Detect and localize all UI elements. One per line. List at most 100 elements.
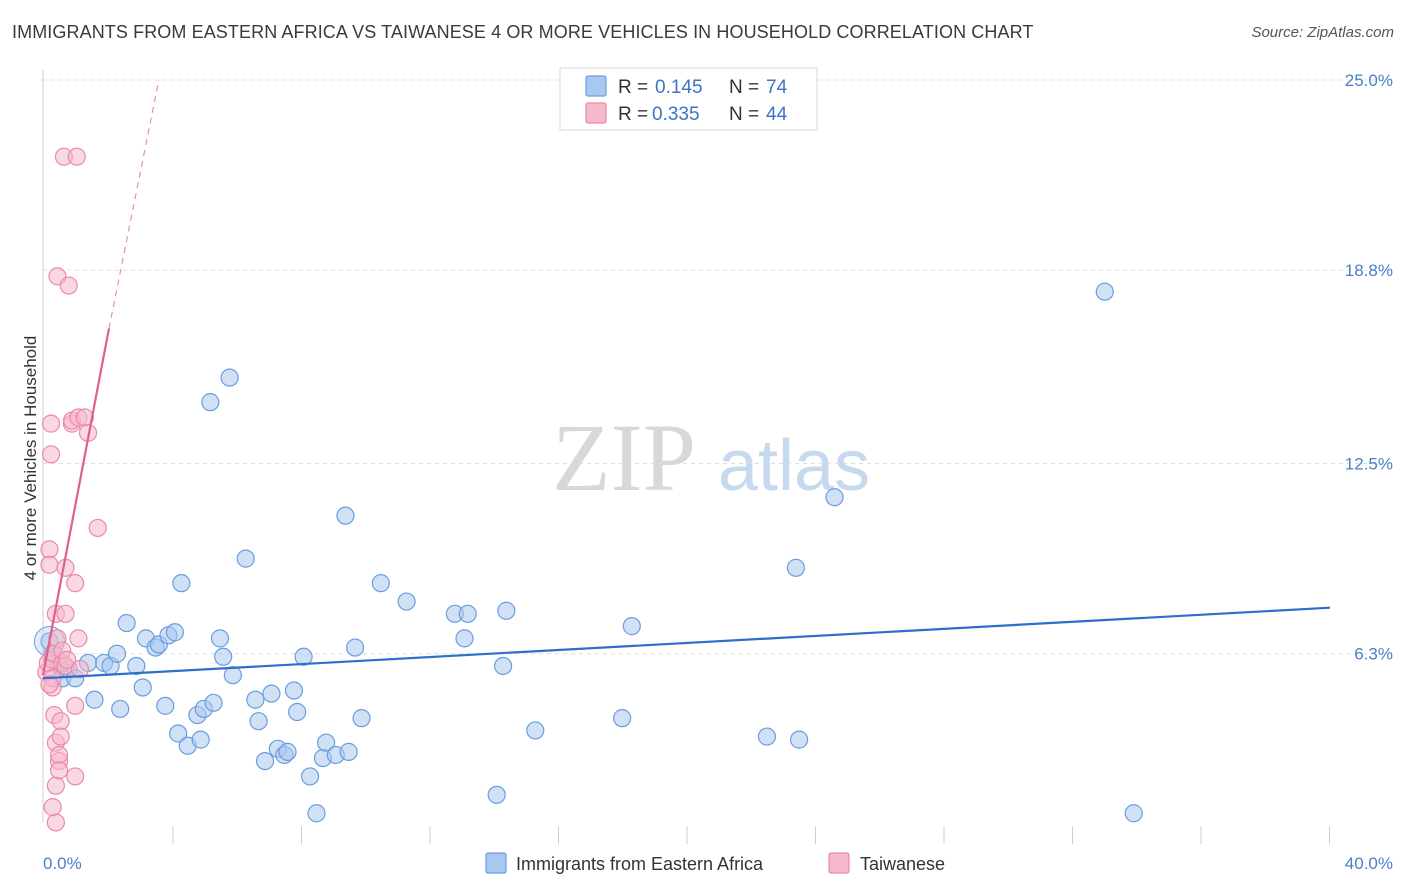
eastern-africa-point-7 (85, 690, 104, 709)
eastern-africa-point-32 (223, 666, 242, 685)
trend-line-taiwanese-extension (108, 79, 160, 329)
series-taiwanese-points (37, 147, 107, 832)
taiwanese-point-41 (88, 518, 107, 538)
eastern-africa-point-22 (172, 574, 191, 593)
taiwanese-point-28 (58, 650, 77, 669)
trend-lines (41, 79, 1331, 680)
taiwanese-point-33 (66, 767, 85, 786)
bottom-legend-swatch-eastern-africa (485, 852, 507, 874)
taiwanese-point-4 (41, 445, 61, 464)
eastern-africa-point-60 (497, 601, 516, 620)
eastern-africa-point-53 (371, 574, 390, 593)
trend-line-eastern-africa (42, 606, 1331, 680)
x-tick-min: 0.0% (43, 854, 82, 873)
series-eastern-africa-points (33, 282, 1143, 823)
eastern-africa-point-66 (790, 730, 809, 749)
eastern-africa-point-36 (255, 751, 275, 771)
eastern-africa-point-69 (1124, 804, 1143, 823)
trend-line-taiwanese (41, 328, 111, 676)
eastern-africa-point-29 (210, 629, 230, 648)
eastern-africa-point-41 (284, 681, 304, 700)
eastern-africa-point-50 (339, 742, 358, 761)
legend-r-label-taiwanese: R = (618, 104, 648, 125)
bottom-legend: Immigrants from Eastern Africa Taiwanese (485, 852, 945, 874)
eastern-africa-point-18 (156, 696, 175, 715)
bottom-legend-label-taiwanese: Taiwanese (860, 854, 945, 874)
taiwanese-point-2 (40, 540, 59, 559)
eastern-africa-point-68 (1095, 282, 1114, 301)
bottom-legend-label-eastern-africa: Immigrants from Eastern Africa (516, 854, 764, 874)
eastern-africa-point-57 (458, 604, 477, 623)
taiwanese-point-20 (51, 712, 70, 731)
taiwanese-point-3 (40, 555, 59, 574)
chart-title: IMMIGRANTS FROM EASTERN AFRICA VS TAIWAN… (12, 22, 1034, 42)
legend-n-label-eastern-africa: N = (729, 77, 759, 98)
eastern-africa-point-14 (133, 678, 152, 697)
eastern-africa-point-51 (345, 638, 365, 657)
y-tick-label-3: 25.0% (1345, 71, 1393, 90)
taiwanese-point-27 (56, 604, 75, 623)
eastern-africa-point-12 (117, 613, 136, 633)
taiwanese-point-21 (51, 727, 70, 746)
eastern-africa-point-63 (622, 617, 641, 636)
taiwanese-point-18 (49, 745, 69, 765)
legend-swatch-eastern-africa (585, 75, 607, 97)
eastern-africa-point-56 (455, 629, 474, 648)
legend-box: R = 0.145 N = 74 R = 0.335 N = 44 (559, 67, 818, 131)
y-axis-tick-labels: 6.3% 12.5% 18.8% 25.0% (1345, 71, 1393, 664)
taiwanese-point-32 (66, 696, 85, 715)
y-tick-label-1: 12.5% (1345, 455, 1393, 474)
x-axis-ticks (172, 826, 1330, 844)
watermark-zip: ZIP (552, 404, 696, 511)
eastern-africa-point-67 (825, 488, 844, 507)
taiwanese-point-36 (69, 629, 88, 648)
eastern-africa-point-35 (249, 712, 268, 731)
eastern-africa-point-62 (613, 709, 632, 728)
legend-r-value-eastern-africa: 0.145 (655, 77, 703, 98)
legend-r-label-eastern-africa: R = (618, 77, 648, 98)
eastern-africa-point-64 (757, 727, 777, 746)
eastern-africa-point-25 (191, 730, 210, 749)
legend-n-value-eastern-africa: 74 (766, 77, 788, 98)
eastern-africa-point-45 (307, 804, 326, 823)
eastern-africa-point-13 (127, 656, 146, 676)
taiwanese-point-34 (66, 574, 85, 593)
eastern-africa-point-27 (201, 393, 220, 412)
y-axis-label: 4 or more Vehicles in Household (21, 336, 40, 581)
y-tick-label-0: 6.3% (1354, 645, 1393, 664)
eastern-africa-point-11 (111, 699, 130, 719)
legend-n-value-taiwanese: 44 (766, 104, 788, 125)
eastern-africa-point-49 (336, 506, 355, 525)
eastern-africa-point-58 (487, 785, 506, 804)
taiwanese-point-5 (41, 414, 61, 433)
eastern-africa-point-28 (204, 693, 223, 712)
taiwanese-point-13 (46, 776, 65, 795)
source-credit: Source: ZipAtlas.com (1251, 24, 1394, 41)
eastern-africa-point-10 (107, 644, 127, 663)
eastern-africa-point-61 (526, 721, 545, 740)
eastern-africa-point-31 (220, 368, 239, 387)
eastern-africa-point-37 (262, 684, 281, 703)
legend-n-label-taiwanese: N = (729, 104, 759, 125)
taiwanese-point-35 (67, 147, 86, 166)
taiwanese-point-29 (59, 276, 78, 295)
bottom-legend-swatch-taiwanese (828, 852, 850, 874)
eastern-africa-point-34 (246, 690, 265, 709)
taiwanese-point-14 (46, 813, 65, 832)
y-tick-label-2: 18.8% (1345, 261, 1393, 280)
eastern-africa-point-44 (300, 767, 320, 786)
eastern-africa-point-30 (214, 647, 233, 666)
legend-r-value-taiwanese: 0.335 (652, 104, 700, 125)
eastern-africa-point-21 (169, 724, 188, 743)
taiwanese-point-19 (49, 761, 69, 780)
x-tick-max: 40.0% (1345, 854, 1393, 873)
eastern-africa-point-54 (397, 592, 416, 611)
taiwanese-point-42 (40, 675, 59, 694)
taiwanese-point-38 (70, 659, 90, 679)
eastern-africa-point-47 (317, 733, 336, 752)
eastern-africa-point-42 (288, 702, 307, 722)
eastern-africa-point-59 (494, 656, 513, 676)
eastern-africa-point-33 (236, 549, 255, 568)
eastern-africa-point-52 (352, 709, 371, 728)
